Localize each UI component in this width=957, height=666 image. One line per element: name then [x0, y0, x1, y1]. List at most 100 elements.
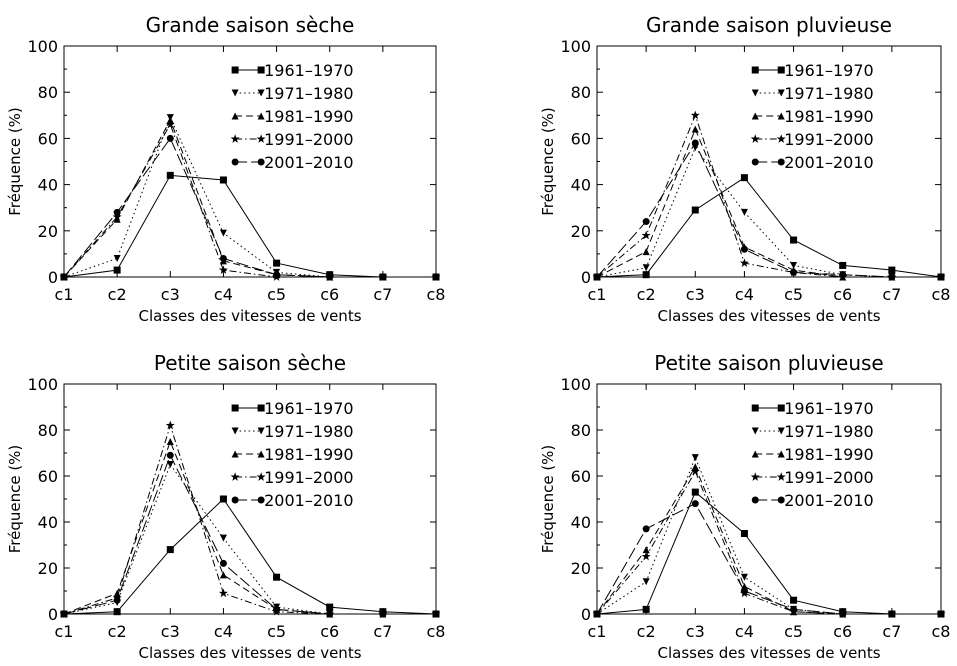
legend-label: 1981–1990	[784, 445, 873, 464]
legend-marker	[777, 158, 785, 166]
legend-marker	[257, 158, 265, 166]
y-tick-label: 20	[571, 222, 591, 241]
y-tick-label: 100	[27, 375, 58, 394]
legend-label: 1981–1990	[264, 107, 353, 126]
data-point	[790, 605, 798, 613]
series-line	[63, 116, 436, 278]
legend-marker	[256, 472, 266, 481]
legend-marker	[777, 404, 785, 412]
legend-label: 1961–1970	[264, 61, 353, 80]
legend-marker	[257, 404, 265, 412]
data-point	[642, 218, 650, 226]
x-tick-label: c5	[784, 622, 803, 641]
x-tick-label: c2	[637, 285, 656, 304]
plot-frame	[596, 45, 942, 278]
x-tick-label: c3	[686, 622, 705, 641]
x-tick-label: c1	[588, 622, 607, 641]
data-point	[691, 206, 699, 214]
y-tick-label: 40	[38, 513, 58, 532]
y-tick-label: 60	[38, 467, 58, 486]
legend-marker	[751, 158, 759, 166]
x-tick-label: c7	[882, 285, 901, 304]
series-line	[596, 502, 941, 615]
x-tick-label: c2	[108, 285, 127, 304]
legend-marker	[231, 496, 239, 504]
data-point	[740, 530, 748, 537]
legend-marker	[777, 89, 785, 97]
legend-marker	[750, 472, 760, 481]
x-tick-label: c8	[427, 285, 446, 304]
x-tick-label: c3	[161, 622, 180, 641]
x-tick-label: c3	[686, 285, 705, 304]
legend-label: 2001–2010	[784, 491, 873, 510]
legend-label: 1991–2000	[784, 130, 873, 149]
legend-marker	[751, 427, 759, 435]
legend-marker	[257, 112, 265, 120]
legend-label: 1981–1990	[784, 107, 873, 126]
legend-label: 2001–2010	[264, 153, 353, 172]
legend-marker	[777, 112, 785, 120]
data-point	[641, 230, 651, 240]
legend-marker	[777, 427, 785, 435]
data-point	[165, 420, 175, 430]
series-line	[63, 123, 436, 278]
legend-marker	[230, 472, 240, 481]
y-tick-label: 0	[581, 605, 591, 624]
x-tick-label: c7	[373, 285, 392, 304]
legend-marker	[256, 134, 266, 143]
x-tick-label: c1	[55, 622, 74, 641]
data-point	[740, 245, 748, 253]
data-point	[379, 273, 387, 281]
x-tick-label: c2	[108, 622, 127, 641]
legend-label: 1971–1980	[784, 84, 873, 103]
data-point	[113, 215, 121, 223]
legend-marker	[231, 450, 239, 458]
data-point	[740, 587, 748, 595]
y-axis-label: Fréquence (%)	[539, 445, 557, 554]
chart-title: Grande saison sèche	[146, 13, 355, 37]
legend-marker	[750, 134, 760, 143]
x-tick-label: c1	[588, 285, 607, 304]
data-point	[739, 258, 749, 267]
data-point	[219, 229, 227, 237]
data-point	[112, 212, 122, 221]
y-tick-label: 100	[560, 375, 591, 394]
data-point	[326, 610, 334, 618]
series-line	[596, 113, 941, 278]
chart-title: Grande saison pluvieuse	[646, 13, 892, 37]
legend-marker	[776, 472, 786, 481]
x-tick-label: c8	[932, 285, 951, 304]
y-tick-label: 0	[48, 268, 58, 287]
series-line	[596, 177, 942, 278]
legend-marker	[751, 66, 759, 74]
legend-marker	[777, 496, 785, 504]
plot-frame	[63, 45, 437, 278]
data-point	[219, 559, 227, 567]
legend-marker	[777, 66, 785, 74]
data-point	[691, 500, 699, 508]
legend-label: 1971–1980	[264, 84, 353, 103]
data-point	[790, 596, 798, 604]
y-tick-label: 80	[571, 83, 591, 102]
data-point	[790, 268, 798, 276]
data-point	[218, 588, 228, 598]
legend-label: 1981–1990	[264, 445, 353, 464]
chart-title: Petite saison sèche	[154, 351, 346, 375]
data-point	[642, 525, 650, 533]
data-point	[740, 573, 748, 581]
x-tick-label: c8	[932, 622, 951, 641]
data-point	[593, 273, 601, 281]
series-line	[63, 454, 436, 615]
y-axis-label: Fréquence (%)	[6, 107, 24, 216]
data-point	[690, 466, 700, 476]
data-point	[642, 546, 650, 554]
legend-marker	[257, 89, 265, 97]
series-line	[596, 146, 941, 278]
plot-frame	[63, 383, 437, 615]
y-tick-label: 0	[581, 268, 591, 287]
legend-marker	[257, 450, 265, 458]
chart-panel-4: Petite saison pluvieuse 0 20 40 60 80 100 c1 c2 c…	[539, 351, 950, 662]
legend-marker	[751, 496, 759, 504]
legend-marker	[776, 134, 786, 143]
